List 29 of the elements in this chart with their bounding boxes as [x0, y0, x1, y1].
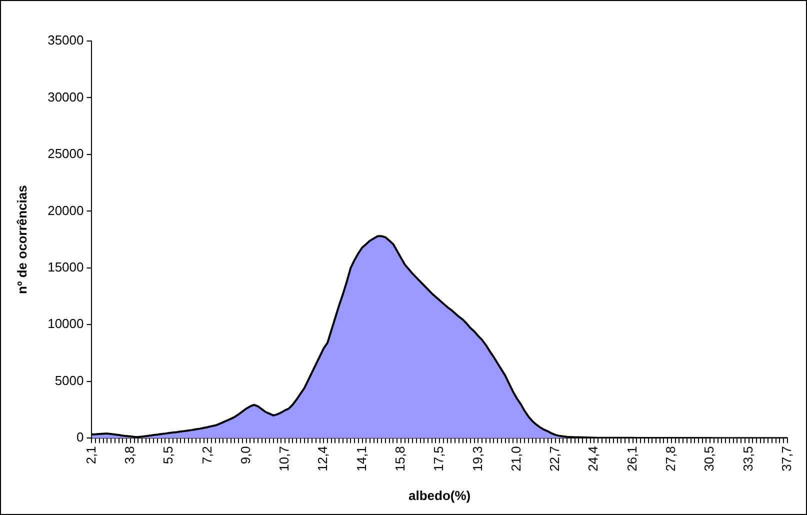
x-tick-label: 24,4 [586, 446, 601, 472]
x-tick-label: 30,5 [702, 446, 717, 472]
x-tick-label: 22,7 [547, 446, 562, 472]
y-tick-label: 20000 [48, 202, 84, 218]
x-tick-label: 2,1 [83, 446, 98, 464]
x-tick-label: 12,4 [315, 446, 330, 472]
y-tick-label: 15000 [48, 259, 84, 274]
y-tick-label: 5000 [54, 372, 84, 388]
y-axis-title: nº de ocorrências [14, 185, 30, 294]
y-tick-label: 25000 [48, 146, 84, 162]
x-tick-label: 15,8 [392, 446, 408, 472]
x-tick-label: 9,0 [238, 446, 253, 464]
y-tick-label: 0 [76, 430, 84, 445]
y-tick-label: 10000 [48, 316, 84, 332]
x-tick-label: 33,5 [740, 446, 756, 472]
x-tick-label: 3,8 [122, 446, 137, 464]
x-tick-label: 21,0 [508, 446, 524, 472]
x-tick-label: 14,1 [354, 446, 369, 472]
x-tick-label: 19,3 [470, 446, 485, 472]
x-tick-label: 10,7 [276, 446, 292, 472]
x-tick-label: 5,5 [160, 446, 176, 464]
x-tick-label: 17,5 [431, 446, 446, 472]
x-tick-label: 7,2 [199, 446, 214, 464]
x-tick-label: 26,1 [624, 446, 640, 472]
y-tick-label: 30000 [48, 89, 84, 104]
y-tick-label: 35000 [48, 32, 84, 48]
x-tick-label: 37,7 [778, 446, 794, 472]
x-tick-label: 27,8 [663, 446, 678, 472]
x-axis-title: albedo(%) [408, 488, 471, 503]
